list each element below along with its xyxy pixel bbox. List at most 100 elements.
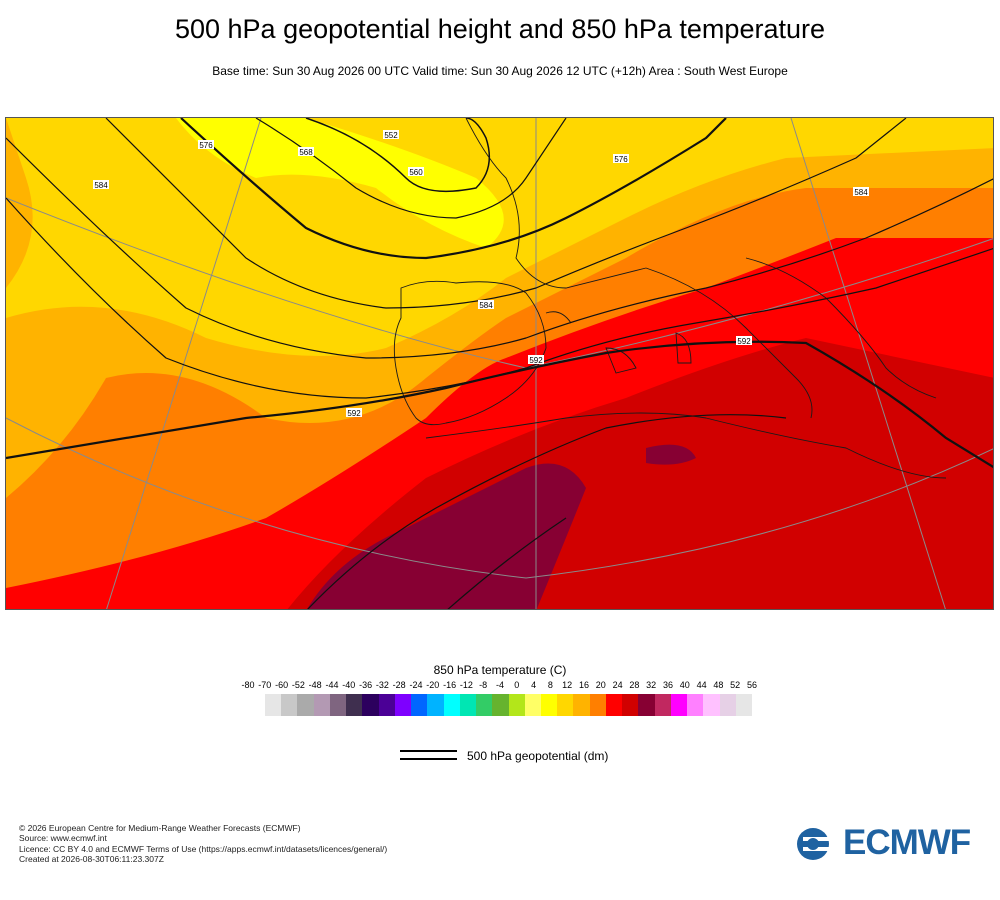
legend-swatch [524, 694, 541, 716]
contour-label: 584 [93, 180, 109, 190]
svg-text:560: 560 [409, 168, 423, 177]
map-canvas: 576 568 552 560 576 584 [6, 118, 993, 609]
contour-label: 592 [736, 336, 752, 346]
svg-text:584: 584 [854, 188, 868, 197]
temp-band-maroon [307, 463, 586, 609]
legend-swatch [719, 694, 736, 716]
legend-tick-label: -20 [426, 680, 440, 690]
contour-line-icon [400, 750, 457, 762]
legend-swatch [346, 694, 363, 716]
legend-tick-label: 12 [562, 680, 573, 690]
legend-swatch [443, 694, 460, 716]
geopotential-legend-label: 500 hPa geopotential (dm) [467, 749, 609, 763]
legend-swatch [362, 694, 379, 716]
legend-swatch [557, 694, 574, 716]
ecmwf-logo: ECMWF [795, 823, 985, 862]
temperature-legend-title: 850 hPa temperature (C) [433, 663, 567, 677]
coastlines [393, 118, 947, 479]
legend-tick-label: -4 [495, 680, 505, 690]
footer-credits: © 2026 European Centre for Medium-Range … [19, 823, 387, 864]
legend-swatch [459, 694, 477, 716]
ecmwf-logo-icon [797, 828, 839, 860]
svg-text:592: 592 [347, 409, 361, 418]
legend-tick-label: 24 [612, 680, 623, 690]
chart-subtitle: Base time: Sun 30 Aug 2026 00 UTC Valid … [212, 64, 788, 78]
legend-swatch [540, 694, 558, 716]
contour-label: 576 [198, 140, 214, 150]
svg-text:584: 584 [479, 301, 493, 310]
weather-map: 576 568 552 560 576 584 [5, 117, 994, 610]
legend-swatch [573, 694, 590, 716]
svg-text:568: 568 [299, 148, 313, 157]
legend-swatch [703, 694, 720, 716]
temperature-legend-colorbar [265, 694, 753, 716]
chart-title: 500 hPa geopotential height and 850 hPa … [174, 14, 825, 44]
legend-swatch [476, 694, 493, 716]
legend-swatch [394, 694, 412, 716]
svg-text:576: 576 [614, 155, 628, 164]
legend-swatch [297, 694, 314, 716]
contour-label: 560 [408, 167, 424, 177]
svg-text:576: 576 [199, 141, 213, 150]
legend-swatch [265, 694, 282, 716]
legend-swatch [605, 694, 623, 716]
legend-tick-label: 44 [696, 680, 707, 690]
footer-copyright: © 2026 European Centre for Medium-Range … [19, 823, 301, 833]
legend-tick-label: 0 [514, 680, 520, 690]
legend-tick-label: -16 [443, 680, 457, 690]
legend-swatch [735, 694, 753, 716]
svg-text:584: 584 [94, 181, 108, 190]
legend-tick-label: -24 [409, 680, 423, 690]
legend-swatch [589, 694, 606, 716]
svg-text:552: 552 [384, 131, 398, 140]
legend-swatch [329, 694, 347, 716]
contour-label: 584 [478, 300, 494, 310]
contour-label: 568 [298, 147, 314, 157]
legend-swatch [638, 694, 655, 716]
footer-created: Created at 2026-08-30T06:11:23.307Z [19, 853, 164, 864]
legend-tick-label: 52 [730, 680, 741, 690]
legend-tick-label: 20 [595, 680, 606, 690]
legend-swatch [281, 694, 298, 716]
legend-tick-label: 4 [531, 680, 537, 690]
legend-tick-label: 48 [713, 680, 724, 690]
footer-source: Source: www.ecmwf.int [19, 833, 107, 844]
legend-swatch [411, 694, 428, 716]
legend-swatch [622, 694, 639, 716]
legend-swatch [670, 694, 688, 716]
legend-swatch [687, 694, 704, 716]
legend-tick-label: 56 [746, 680, 758, 690]
legend-tick-label: -52 [291, 680, 305, 690]
legend-tick-label: 28 [629, 680, 640, 690]
legend-tick-label: 40 [679, 680, 690, 690]
legend-tick-label: 32 [646, 680, 657, 690]
legend-swatch [654, 694, 671, 716]
legend-tick-label: -60 [275, 680, 289, 690]
legend-tick-label: -48 [308, 680, 322, 690]
geopotential-contours [6, 118, 993, 609]
contour-label: 584 [853, 187, 869, 197]
legend-tick-label: -40 [342, 680, 356, 690]
legend-swatch [492, 694, 509, 716]
legend-swatch [313, 694, 330, 716]
geopotential-legend: 500 hPa geopotential (dm) [400, 748, 800, 766]
contour-label: 576 [613, 154, 629, 164]
legend-tick-label: -80 [241, 680, 255, 690]
legend-tick-label: -36 [359, 680, 373, 690]
temp-band-yellow [176, 118, 504, 248]
legend-tick-label: 16 [578, 680, 590, 690]
temperature-legend-ticks: -80 -70 -60 -52 -48 -44 -40 -36 -32 -28 -24 -20 -16-… [0, 680, 1000, 694]
contour-labels: 576 568 552 560 576 584 [93, 130, 869, 418]
legend-tick-label: -12 [459, 680, 473, 690]
contour-label: 592 [528, 355, 544, 365]
legend-tick-label: 8 [547, 680, 553, 690]
legend-tick-label: -28 [392, 680, 406, 690]
legend-swatch [508, 694, 525, 716]
temp-band-maroon-east [646, 444, 696, 465]
contour-label: 552 [383, 130, 399, 140]
legend-swatch [427, 694, 444, 716]
contour-label: 592 [346, 408, 362, 418]
footer-licence: Licence: CC BY 4.0 and ECMWF Terms of Us… [19, 843, 388, 854]
legend-tick-label: -70 [258, 680, 272, 690]
legend-swatch [378, 694, 395, 716]
